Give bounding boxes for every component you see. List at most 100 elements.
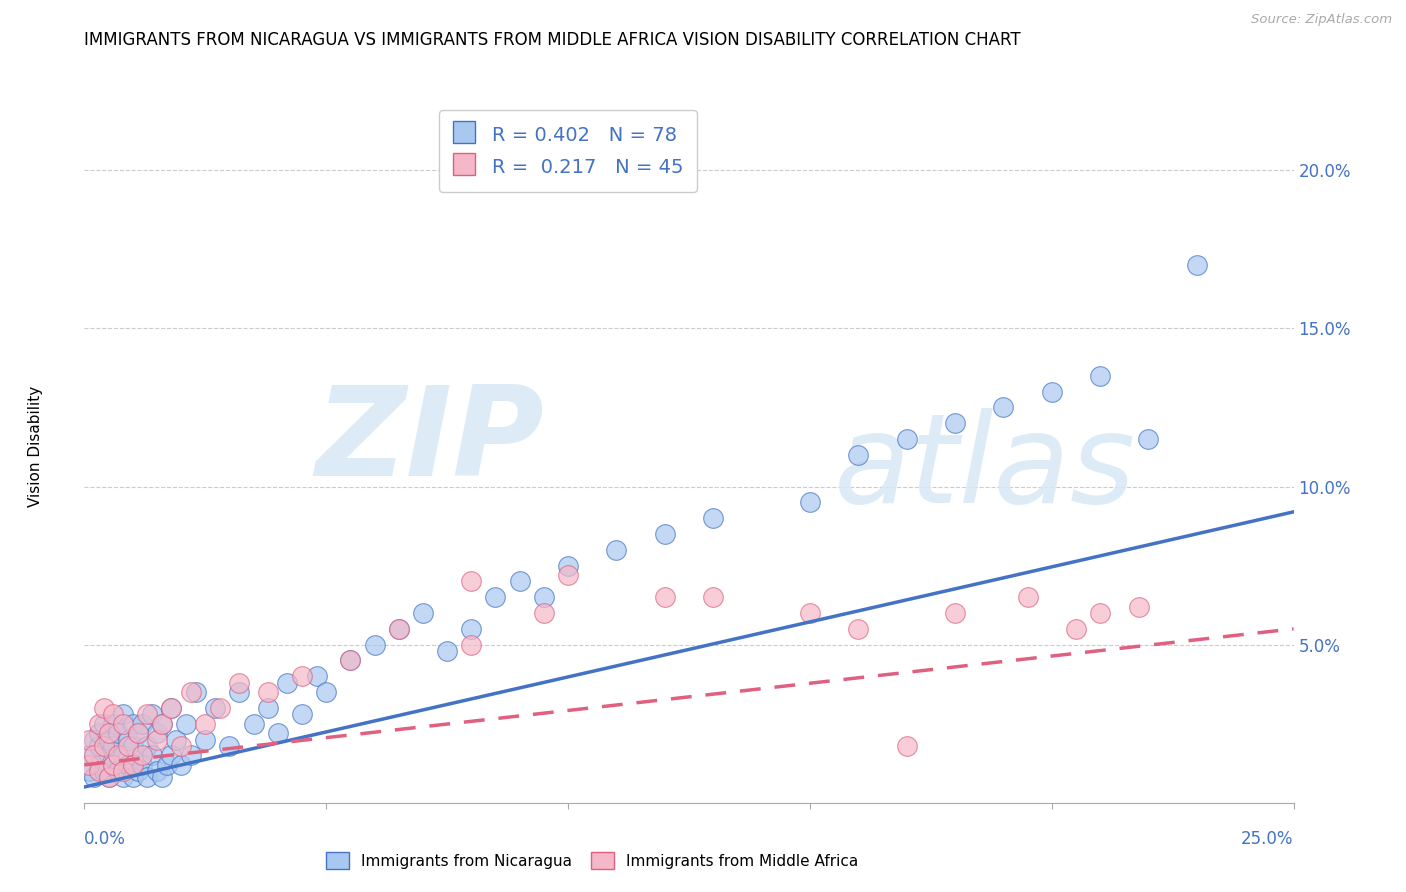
Point	[112, 716, 135, 731]
Point	[131, 748, 153, 763]
Point	[291, 669, 314, 683]
Point	[412, 606, 434, 620]
Point	[93, 739, 115, 753]
Point	[267, 726, 290, 740]
Point	[117, 739, 139, 753]
Point	[896, 432, 918, 446]
Point	[228, 675, 250, 690]
Text: IMMIGRANTS FROM NICARAGUA VS IMMIGRANTS FROM MIDDLE AFRICA VISION DISABILITY COR: IMMIGRANTS FROM NICARAGUA VS IMMIGRANTS …	[84, 31, 1021, 49]
Point	[155, 757, 177, 772]
Point	[509, 574, 531, 589]
Point	[339, 653, 361, 667]
Point	[276, 675, 298, 690]
Point	[605, 542, 627, 557]
Point	[97, 771, 120, 785]
Point	[150, 716, 173, 731]
Point	[533, 591, 555, 605]
Point	[127, 764, 149, 779]
Point	[103, 739, 125, 753]
Point	[160, 701, 183, 715]
Point	[180, 748, 202, 763]
Point	[533, 606, 555, 620]
Point	[896, 739, 918, 753]
Point	[1185, 258, 1208, 272]
Point	[127, 726, 149, 740]
Point	[184, 685, 207, 699]
Point	[112, 748, 135, 763]
Point	[127, 726, 149, 740]
Point	[654, 527, 676, 541]
Point	[117, 732, 139, 747]
Point	[97, 748, 120, 763]
Point	[83, 748, 105, 763]
Point	[87, 764, 110, 779]
Point	[1040, 384, 1063, 399]
Point	[103, 716, 125, 731]
Point	[146, 764, 169, 779]
Point	[436, 644, 458, 658]
Text: 25.0%: 25.0%	[1241, 830, 1294, 847]
Point	[146, 732, 169, 747]
Point	[257, 701, 280, 715]
Point	[799, 606, 821, 620]
Point	[460, 574, 482, 589]
Point	[257, 685, 280, 699]
Point	[194, 732, 217, 747]
Point	[141, 748, 163, 763]
Point	[121, 757, 143, 772]
Point	[165, 732, 187, 747]
Point	[1064, 622, 1087, 636]
Point	[87, 716, 110, 731]
Point	[117, 757, 139, 772]
Point	[136, 739, 159, 753]
Point	[77, 748, 100, 763]
Point	[87, 726, 110, 740]
Point	[460, 622, 482, 636]
Text: 0.0%: 0.0%	[84, 830, 127, 847]
Point	[363, 638, 385, 652]
Point	[121, 771, 143, 785]
Point	[204, 701, 226, 715]
Point	[97, 726, 120, 740]
Text: Vision Disability: Vision Disability	[28, 385, 42, 507]
Point	[83, 732, 105, 747]
Point	[846, 448, 869, 462]
Point	[170, 757, 193, 772]
Point	[993, 401, 1015, 415]
Legend: Immigrants from Nicaragua, Immigrants from Middle Africa: Immigrants from Nicaragua, Immigrants fr…	[318, 843, 868, 879]
Point	[943, 606, 966, 620]
Point	[291, 707, 314, 722]
Point	[305, 669, 328, 683]
Point	[136, 771, 159, 785]
Point	[557, 568, 579, 582]
Point	[136, 707, 159, 722]
Point	[112, 764, 135, 779]
Point	[103, 757, 125, 772]
Point	[150, 771, 173, 785]
Point	[83, 771, 105, 785]
Point	[180, 685, 202, 699]
Point	[103, 707, 125, 722]
Point	[1137, 432, 1160, 446]
Point	[702, 511, 724, 525]
Point	[121, 716, 143, 731]
Point	[174, 716, 197, 731]
Point	[107, 764, 129, 779]
Point	[97, 771, 120, 785]
Point	[1088, 368, 1111, 383]
Text: Source: ZipAtlas.com: Source: ZipAtlas.com	[1251, 13, 1392, 27]
Point	[388, 622, 411, 636]
Point	[799, 495, 821, 509]
Point	[339, 653, 361, 667]
Point	[460, 638, 482, 652]
Point	[131, 716, 153, 731]
Point	[194, 716, 217, 731]
Point	[315, 685, 337, 699]
Point	[242, 716, 264, 731]
Point	[112, 771, 135, 785]
Point	[131, 757, 153, 772]
Point	[1128, 599, 1150, 614]
Point	[702, 591, 724, 605]
Point	[846, 622, 869, 636]
Point	[112, 707, 135, 722]
